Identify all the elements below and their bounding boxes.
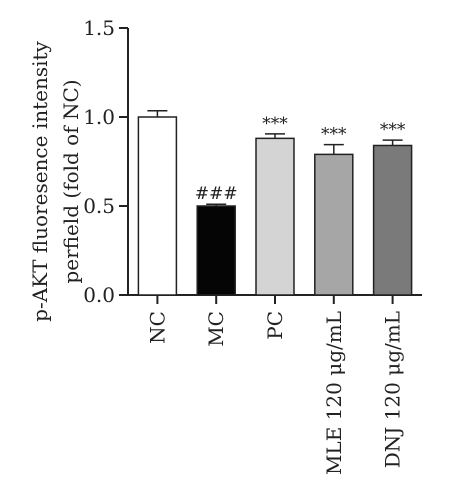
y-tick-label: 1.0 [83, 105, 115, 129]
y-tick-label: 1.5 [83, 16, 115, 40]
y-axis-label: p-AKT fluoresence intensity perfield (fol… [28, 40, 83, 321]
bar-nc [137, 116, 178, 296]
y-tick-label: 0.0 [83, 283, 115, 307]
bars [137, 116, 413, 296]
bar-mle [314, 153, 354, 296]
significance-labels: ### *** *** *** [195, 114, 406, 204]
bar-dnj [372, 144, 413, 296]
y-axis: 0.0 0.5 1.0 1.5 [83, 16, 129, 307]
error-bars [147, 110, 403, 206]
bar-mc [196, 205, 236, 296]
x-axis: NC MC PC MLE 120 μg/mL DNJ 120 μg/mL [128, 294, 422, 475]
significance-label: *** [380, 120, 406, 140]
x-tick-label: MC [204, 311, 228, 347]
significance-label: *** [262, 114, 288, 134]
significance-label: *** [321, 125, 347, 145]
y-tick-label: 0.5 [83, 194, 115, 218]
x-tick-label: NC [145, 311, 169, 344]
x-tick-label: DNJ 120 μg/mL [381, 311, 405, 468]
y-axis-title-line: perfield (fold of NC) [59, 79, 83, 283]
x-tick-label: PC [263, 311, 287, 340]
bar-pc [255, 137, 295, 296]
y-axis-title-line: p-AKT fluoresence intensity [28, 40, 52, 321]
significance-label: ### [195, 184, 238, 204]
x-tick-label: MLE 120 μg/mL [322, 311, 346, 475]
